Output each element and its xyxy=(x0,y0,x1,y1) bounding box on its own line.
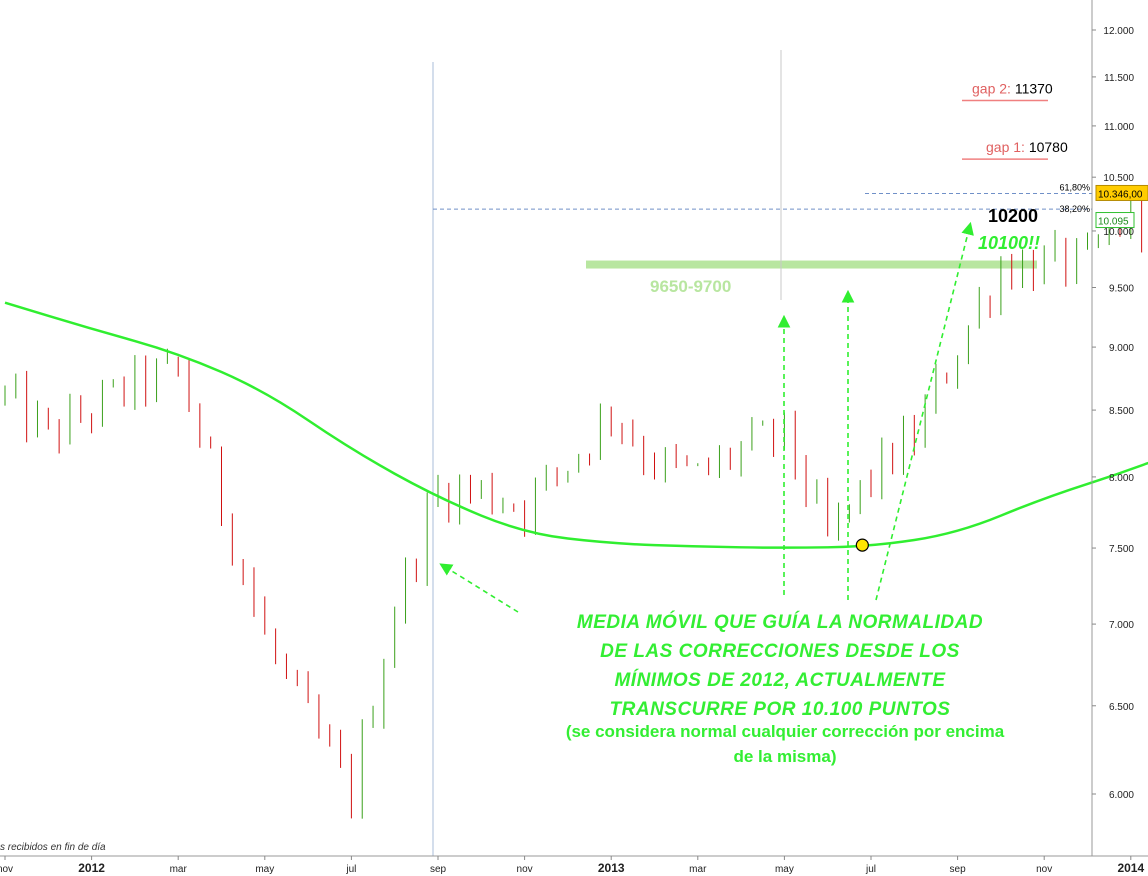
gap-prefix-1: gap 1: xyxy=(986,139,1029,155)
x-tick-label-8: mar xyxy=(689,864,707,875)
x-tick-label-6: nov xyxy=(517,864,533,875)
y-tick-label-9: 10.500 xyxy=(1103,173,1134,184)
x-tick-label-10: jul xyxy=(865,864,876,875)
zone-label: 9650-9700 xyxy=(650,277,731,296)
annotation-line-1: MEDIA MÓVIL QUE GUÍA LA NORMALIDAD xyxy=(576,612,984,633)
ma-value-label: 10100!! xyxy=(978,233,1040,253)
moving-average-layer xyxy=(4,301,1148,549)
y-tick-label-7: 9.500 xyxy=(1109,283,1134,294)
touch-point-0 xyxy=(855,538,869,552)
x-tick-label-5: sep xyxy=(430,864,447,875)
y-tick-label-6: 9.000 xyxy=(1109,343,1134,354)
gap-label-1: gap 1: 10780 xyxy=(986,139,1068,155)
support-zone-band xyxy=(586,260,1037,269)
subnote-line-2: de la misma) xyxy=(733,747,837,766)
x-tick-label-13: 2014 xyxy=(1117,861,1144,875)
y-tick-label-1: 6.500 xyxy=(1109,702,1134,713)
ma-tag-box xyxy=(1095,212,1135,229)
x-tick-label-12: nov xyxy=(1036,864,1052,875)
y-tick-label-3: 7.500 xyxy=(1109,544,1134,555)
x-tick-label-1: 2012 xyxy=(78,861,105,875)
x-tick-label-0: nov xyxy=(0,864,13,875)
chart-labels-layer: gap 2: 11370 gap 1: 10780 9650-9700 10200 10… xyxy=(650,80,1090,296)
ma-tag-text: 10.095 xyxy=(1098,217,1129,228)
y-tick-label-8: 10.000 xyxy=(1103,227,1134,238)
price-candles xyxy=(4,185,1143,819)
y-tick-label-11: 11.500 xyxy=(1104,73,1134,84)
footer-note: s recibidos en fin de día xyxy=(0,842,106,853)
x-tick-label-11: sep xyxy=(950,864,967,875)
moving-average-line xyxy=(4,301,1148,549)
price-tag-box xyxy=(1095,184,1148,201)
x-tick-label-2: mar xyxy=(170,864,188,875)
support-zone-layer xyxy=(586,260,1037,269)
y-tick-label-10: 11.000 xyxy=(1104,122,1134,133)
gap-label-0: gap 2: 11370 xyxy=(972,80,1053,96)
x-tick-label-3: may xyxy=(255,864,274,875)
gap-prefix-0: gap 2: xyxy=(972,80,1015,96)
touch-points-layer xyxy=(855,538,869,552)
arrows-layer xyxy=(439,221,974,613)
gap-value-0: 11370 xyxy=(1015,80,1053,96)
annotation-line-3: MÍNIMOS DE 2012, ACTUALMENTE xyxy=(614,670,946,691)
y-tick-label-0: 6.000 xyxy=(1109,790,1134,801)
target-label: 10200 xyxy=(988,206,1038,226)
y-tick-label-4: 8.000 xyxy=(1109,473,1134,484)
gap-value-1: 10780 xyxy=(1029,139,1068,155)
annotation-line-2: DE LAS CORRECCIONES DESDE LOS xyxy=(600,641,960,662)
annotation-line-4: TRANSCURRE POR 10.100 PUNTOS xyxy=(609,699,951,720)
x-tick-label-7: 2013 xyxy=(598,861,625,875)
pointer-arrow-0 xyxy=(439,563,519,613)
moving-average-annotation: MEDIA MÓVIL QUE GUÍA LA NORMALIDAD DE LA… xyxy=(470,608,1090,724)
x-tick-label-4: jul xyxy=(345,864,356,875)
subnote-line-1: (se considera normal cualquier correcció… xyxy=(565,722,1005,741)
price-tag-text: 10.346,00 xyxy=(1098,189,1143,200)
y-tick-label-5: 8.500 xyxy=(1109,406,1134,417)
fib-label-0: 61,80% xyxy=(1059,182,1090,192)
x-tick-label-9: may xyxy=(775,864,794,875)
y-tick-label-12: 12.000 xyxy=(1103,26,1134,37)
y-tick-label-2: 7.000 xyxy=(1109,620,1134,631)
annotation-subnote: (se considera normal cualquier correcció… xyxy=(505,719,1065,769)
guide-lines-layer xyxy=(432,50,1092,856)
pointer-arrow-3 xyxy=(875,221,974,601)
fib-label-1: 38,20% xyxy=(1059,204,1090,214)
